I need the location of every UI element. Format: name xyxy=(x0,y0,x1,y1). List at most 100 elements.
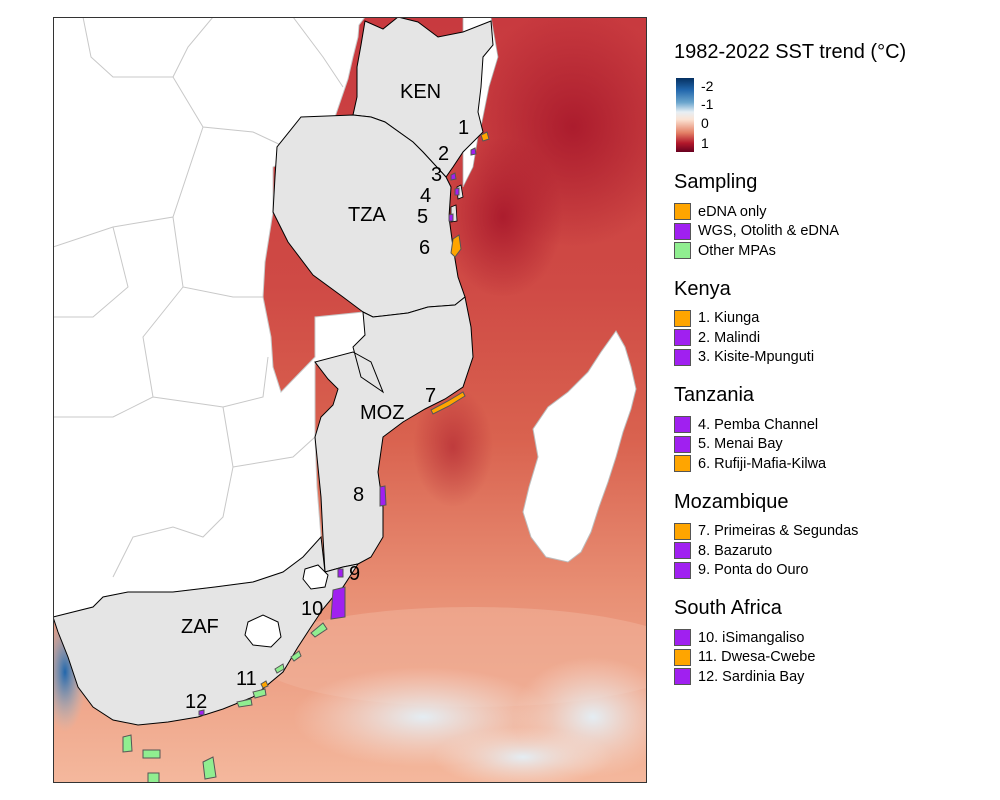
legend-item: 3. Kisite-Mpunguti xyxy=(674,348,994,368)
country-label-ken: KEN xyxy=(400,81,441,103)
legend-label: 11. Dwesa-Cwebe xyxy=(698,649,816,666)
legend-item: 11. Dwesa-Cwebe xyxy=(674,648,994,668)
ocean-cool-patch-3 xyxy=(433,727,613,783)
legend-swatch xyxy=(674,348,691,366)
legend-section-sampling: Sampling eDNA only WGS, Otolith & eDNA O… xyxy=(674,170,994,261)
legend-item: 2. Malindi xyxy=(674,328,994,348)
legend-label: 3. Kisite-Mpunguti xyxy=(698,349,815,366)
site-label-11: 11 xyxy=(236,668,257,690)
legend-item: Other MPAs xyxy=(674,241,994,261)
legend-swatch xyxy=(674,648,691,666)
legend-item: 1. Kiunga xyxy=(674,309,994,329)
other-mpa[interactable] xyxy=(274,663,285,674)
mpa-1-kiunga[interactable] xyxy=(480,131,490,142)
legend-item: 6. Rufiji-Mafia-Kilwa xyxy=(674,454,994,474)
colorbar-tick: 0 xyxy=(701,115,709,131)
interior-borders xyxy=(53,17,344,578)
mpa-9-ponta-do-ouro[interactable] xyxy=(337,568,344,578)
legend-item: 4. Pemba Channel xyxy=(674,415,994,435)
site-label-12: 12 xyxy=(185,691,207,713)
map-panel[interactable]: KEN TZA MOZ ZAF 1 2 3 4 5 6 7 8 9 10 11 … xyxy=(53,17,647,783)
ocean-hotspot-somali xyxy=(443,137,563,297)
site-label-9: 9 xyxy=(349,563,360,585)
other-mpa[interactable] xyxy=(310,622,328,638)
legend-title-sampling: Sampling xyxy=(674,171,758,193)
legend-swatch xyxy=(674,309,691,327)
sst-trend-map[interactable]: KEN TZA MOZ ZAF 1 2 3 4 5 6 7 8 9 10 11 … xyxy=(53,17,647,783)
mpa-5-menai[interactable] xyxy=(448,213,454,222)
other-mpa[interactable] xyxy=(252,688,267,699)
legend-swatch xyxy=(674,522,691,540)
mpa-10-isimangaliso[interactable] xyxy=(330,586,346,620)
other-mpa[interactable] xyxy=(202,756,217,780)
mpa-11-dwesa-cwebe[interactable] xyxy=(260,680,269,689)
country-label-tza: TZA xyxy=(348,204,386,226)
legend-swatch xyxy=(674,561,691,579)
ocean-hotspot-mozchannel xyxy=(413,387,493,507)
legend-section-south-africa: South Africa 10. iSimangaliso 11. Dwesa-… xyxy=(674,596,994,687)
other-mpa[interactable] xyxy=(147,772,160,783)
legend-item: 9. Ponta do Ouro xyxy=(674,561,994,581)
legend-item: 7. Primeiras & Segundas xyxy=(674,522,994,542)
legend-title-kenya: Kenya xyxy=(674,277,731,300)
legend-label: 6. Rufiji-Mafia-Kilwa xyxy=(698,455,827,472)
legend-swatch xyxy=(674,629,691,647)
mpa-8-bazaruto[interactable] xyxy=(379,485,387,507)
sst-legend-title: 1982-2022 SST trend (°C) xyxy=(674,41,907,63)
site-label-4: 4 xyxy=(420,185,431,207)
site-label-1: 1 xyxy=(458,117,469,139)
mpa-12-sardinia-bay[interactable] xyxy=(198,709,205,716)
legend-swatch xyxy=(674,242,691,260)
legend-section-tanzania: Tanzania 4. Pemba Channel 5. Menai Bay 6… xyxy=(674,383,994,474)
other-mpa[interactable] xyxy=(142,749,161,759)
legend-swatch xyxy=(674,329,691,347)
legend-item: 10. iSimangaliso xyxy=(674,628,994,648)
legend-section-mozambique: Mozambique 7. Primeiras & Segundas 8. Ba… xyxy=(674,490,994,581)
legend-label: 12. Sardinia Bay xyxy=(698,668,805,685)
other-mpa[interactable] xyxy=(236,698,253,708)
legend: 1982-2022 SST trend (°C) -2 -1 0 1 Sampl… xyxy=(674,40,994,703)
legend-label: 5. Menai Bay xyxy=(698,436,783,453)
mpa-6-rufiji[interactable] xyxy=(450,234,462,258)
legend-item: eDNA only xyxy=(674,202,994,222)
colorbar-tick: -1 xyxy=(701,96,714,112)
other-mpa[interactable] xyxy=(290,650,302,662)
legend-swatch xyxy=(674,668,691,686)
other-mpa[interactable] xyxy=(122,734,133,753)
lesotho-land xyxy=(244,614,282,648)
legend-item: 8. Bazaruto xyxy=(674,541,994,561)
site-label-5: 5 xyxy=(417,206,428,228)
legend-label: 10. iSimangaliso xyxy=(698,629,805,646)
legend-label: 1. Kiunga xyxy=(698,310,760,327)
legend-swatch xyxy=(674,222,691,240)
sst-colorbar-wrap: -2 -1 0 1 xyxy=(674,78,994,154)
legend-label: 8. Bazaruto xyxy=(698,542,773,559)
mpa-4-pemba[interactable] xyxy=(454,187,460,196)
site-label-2: 2 xyxy=(438,143,449,165)
mpa-3-kisite[interactable] xyxy=(450,172,457,181)
legend-item: WGS, Otolith & eDNA xyxy=(674,222,994,242)
legend-label: WGS, Otolith & eDNA xyxy=(698,223,840,240)
site-label-7: 7 xyxy=(425,385,436,407)
sst-colorbar xyxy=(676,78,694,152)
country-label-zaf: ZAF xyxy=(181,616,219,638)
site-label-8: 8 xyxy=(353,484,364,506)
legend-section-kenya: Kenya 1. Kiunga 2. Malindi 3. Kisite-Mpu… xyxy=(674,277,994,368)
mpa-7-primeiras[interactable] xyxy=(430,391,466,415)
legend-label: 7. Primeiras & Segundas xyxy=(698,523,859,540)
legend-swatch xyxy=(674,542,691,560)
mpa-2-malindi[interactable] xyxy=(470,147,477,156)
madagascar-land xyxy=(522,330,637,563)
map-frame xyxy=(53,17,647,783)
legend-title-tanzania: Tanzania xyxy=(674,384,755,406)
legend-title-mozambique: Mozambique xyxy=(674,490,789,513)
south-africa-land xyxy=(53,535,360,726)
legend-label: 9. Ponta do Ouro xyxy=(698,562,809,579)
site-label-6: 6 xyxy=(419,237,430,259)
eswatini-land xyxy=(302,564,329,590)
legend-label: 2. Malindi xyxy=(698,329,761,346)
site-number-labels: 1 2 3 4 5 6 7 8 9 10 11 12 xyxy=(185,117,469,713)
other-mpas-group xyxy=(122,622,328,783)
legend-label: Other MPAs xyxy=(698,242,776,259)
legend-swatch xyxy=(674,435,691,453)
